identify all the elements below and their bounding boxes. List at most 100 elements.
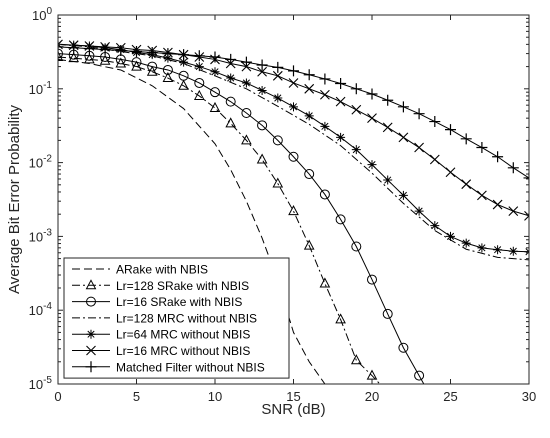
x-tick-label: 30 bbox=[522, 389, 536, 404]
series-5-marker bbox=[414, 206, 424, 216]
series-6-marker bbox=[257, 66, 267, 77]
series-3-marker bbox=[194, 77, 205, 88]
legend-label-1: ARake with NBIS bbox=[116, 263, 208, 277]
series-2-marker bbox=[209, 101, 221, 112]
series-3-marker bbox=[351, 241, 362, 252]
series-6-marker bbox=[288, 78, 299, 88]
series-2-marker bbox=[303, 239, 315, 250]
legend-label-5: Lr=64 MRC without NBIS bbox=[116, 328, 250, 342]
series-5-marker bbox=[430, 221, 440, 231]
series-3-marker bbox=[367, 274, 377, 285]
legend-label-6: Lr=16 MRC without NBIS bbox=[116, 344, 250, 358]
y-axis-label: Average Bit Error Probability bbox=[6, 105, 23, 294]
series-3-marker bbox=[58, 48, 63, 59]
series-2-marker bbox=[193, 89, 205, 100]
series-7-marker bbox=[492, 151, 504, 163]
series-7-marker bbox=[319, 73, 331, 85]
x-axis-label: SNR (dB) bbox=[261, 401, 325, 418]
series-5-marker bbox=[179, 57, 189, 67]
series-2-line bbox=[58, 56, 381, 384]
series-7-marker bbox=[58, 41, 64, 53]
series-2-marker bbox=[85, 279, 97, 290]
series-7-marker bbox=[523, 172, 529, 184]
series-6-marker bbox=[524, 210, 529, 221]
series-7-marker bbox=[335, 77, 347, 89]
series-6-marker bbox=[304, 83, 315, 94]
series-2-marker bbox=[58, 50, 64, 61]
series-6-marker bbox=[335, 96, 346, 107]
series-2-group bbox=[58, 50, 381, 384]
y-tick-exponent: -4 bbox=[43, 301, 52, 312]
series-7-marker bbox=[193, 50, 205, 62]
series-5-marker bbox=[257, 85, 267, 95]
series-3-marker bbox=[382, 308, 393, 319]
y-tick-exponent: -1 bbox=[43, 80, 52, 91]
series-1-line bbox=[58, 58, 326, 384]
series-7-marker bbox=[209, 51, 221, 63]
series-7-marker bbox=[445, 124, 456, 136]
series-5-marker bbox=[477, 243, 487, 253]
series-5-marker bbox=[320, 121, 330, 131]
series-2-marker bbox=[115, 57, 127, 68]
series-5-marker bbox=[446, 231, 455, 241]
series-6-marker bbox=[398, 132, 409, 143]
series-2-marker bbox=[178, 79, 189, 90]
x-tick-label: 20 bbox=[365, 389, 379, 404]
series-7-marker bbox=[146, 47, 158, 59]
y-tick-label: 10-2 bbox=[29, 154, 53, 171]
x-tick-label: 15 bbox=[286, 389, 300, 404]
series-5-marker bbox=[241, 78, 251, 88]
series-3-marker bbox=[210, 87, 220, 98]
y-tick-base: 10 bbox=[32, 8, 46, 23]
series-6-marker bbox=[429, 154, 440, 165]
series-5-marker bbox=[351, 145, 361, 155]
series-7-marker bbox=[225, 53, 237, 65]
series-2-marker bbox=[162, 71, 174, 83]
series-7-marker bbox=[131, 46, 142, 58]
series-5-marker bbox=[508, 246, 518, 256]
series-2-marker bbox=[272, 177, 284, 188]
series-5-marker bbox=[493, 245, 503, 255]
series-6-marker bbox=[508, 206, 519, 217]
series-3-marker bbox=[288, 151, 299, 162]
series-1-group bbox=[58, 58, 326, 384]
series-2-marker bbox=[335, 313, 346, 324]
series-5-marker bbox=[210, 67, 220, 77]
series-6-marker bbox=[382, 122, 393, 133]
y-tick-exponent: 0 bbox=[46, 6, 52, 17]
y-tick-label: 100 bbox=[32, 6, 52, 23]
series-3-marker bbox=[304, 169, 315, 180]
series-2-marker bbox=[256, 153, 268, 164]
series-6-marker bbox=[492, 199, 503, 210]
y-tick-base: 10 bbox=[29, 377, 43, 392]
series-3-marker bbox=[414, 370, 425, 381]
series-2-marker bbox=[99, 54, 111, 65]
x-tick-label: 5 bbox=[133, 389, 140, 404]
series-2-marker bbox=[319, 277, 331, 288]
series-7-marker bbox=[162, 48, 174, 60]
series-7-marker bbox=[476, 142, 488, 154]
series-7-marker bbox=[350, 83, 362, 95]
y-tick-exponent: -5 bbox=[43, 375, 52, 386]
series-7-marker bbox=[240, 56, 252, 68]
series-7-marker bbox=[256, 59, 268, 71]
series-3-group bbox=[58, 48, 425, 384]
series-3-marker bbox=[241, 107, 252, 118]
series-7-marker bbox=[303, 69, 315, 81]
series-7-marker bbox=[68, 42, 80, 54]
series-3-marker bbox=[162, 64, 173, 75]
series-7-marker bbox=[460, 133, 472, 145]
series-7-marker bbox=[83, 43, 95, 55]
series-3-marker bbox=[131, 57, 142, 68]
y-tick-label: 10-5 bbox=[29, 375, 53, 392]
series-5-marker bbox=[367, 160, 377, 170]
series-5-marker bbox=[194, 62, 204, 72]
legend-label-3: Lr=16 SRake with NBIS bbox=[116, 295, 242, 309]
series-2-marker bbox=[225, 117, 237, 128]
series-7-marker bbox=[272, 61, 284, 73]
series-6-marker bbox=[414, 142, 424, 153]
series-3-marker bbox=[86, 296, 96, 307]
series-5-marker bbox=[86, 329, 96, 339]
series-5-marker bbox=[289, 102, 298, 112]
